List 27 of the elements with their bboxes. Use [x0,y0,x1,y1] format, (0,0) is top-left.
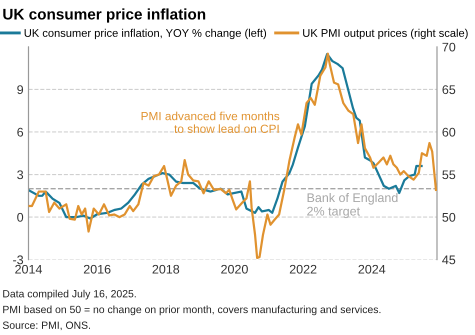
x-tick-label: 2022 [290,264,316,274]
x-tick-label: 2018 [152,264,180,274]
x-tick-label: 2020 [221,264,248,274]
y-tick-label: 3 [17,170,24,180]
text: PMI based on 50 = no change on prior month, covers manufacturing and services. [3,306,380,316]
line-series [28,52,423,220]
y2-tick-label: 60 [442,128,456,137]
annotation: PMI advanced five months to show lead on CPI [142,112,280,134]
y-tick-label: 9 [17,85,24,94]
x-tick-label: 2014 [15,264,42,274]
legend-label: UK consumer price inflation, YOY % change (left) [24,28,266,40]
x-tick-label: 2024 [358,264,386,274]
x-tick-label: 2016 [84,264,111,274]
y2-tick-label: 70 [442,42,456,52]
y2-tick-label: 50 [442,212,456,222]
text: Data compiled July 16, 2025. [3,290,136,300]
y2-tick-label: 65 [442,85,456,94]
y-tick-label: -3 [13,255,24,264]
source-note: Source: PMI, ONS. [2,322,90,330]
legend-label: UK PMI output prices (right scale) [303,28,468,40]
y-tick-label: 0 [17,212,24,222]
y-tick-label: 6 [17,128,24,137]
y2-tick-label: 55 [442,170,456,180]
ref-line-label: Bank of England 2% target [307,192,398,218]
line-series [28,52,437,260]
chart-title: UK consumer price inflation [3,8,206,23]
y2-tick-label: 45 [442,256,456,264]
